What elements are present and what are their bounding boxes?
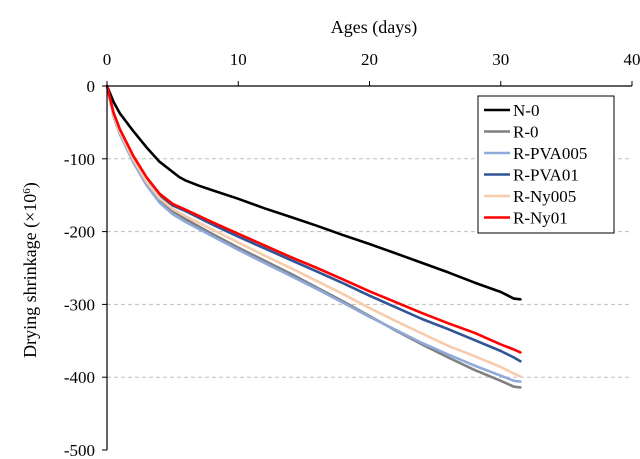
y-axis-title-close: ) xyxy=(20,182,41,188)
legend-box xyxy=(477,95,615,234)
y-axis-title-main: Drying shrinkage (×10 xyxy=(20,194,41,358)
y-tick-label: -200 xyxy=(64,223,95,242)
legend: N-0 R-0 R-PVA005 R-PVA01 R-Ny005 R-Ny01 xyxy=(477,95,615,234)
series-line-4 xyxy=(105,84,522,378)
y-tick-label: -500 xyxy=(64,441,95,459)
series-line-5 xyxy=(105,84,522,354)
tick-labels: 0 10 20 30 40 0 -100 -200 -300 -400 -500 xyxy=(64,50,640,459)
y-axis-title: Drying shrinkage (×106) xyxy=(20,182,41,358)
x-tick-label: 20 xyxy=(361,50,378,69)
series-line-1 xyxy=(105,84,522,389)
y-tick-label: -400 xyxy=(64,368,95,387)
legend-label-2: R-PVA005 xyxy=(513,144,587,163)
legend-label-4: R-Ny005 xyxy=(513,187,576,206)
y-axis-title-superscript: 6 xyxy=(21,188,33,194)
y-tick-label: -300 xyxy=(64,295,95,314)
x-axis-title: Ages (days) xyxy=(331,17,417,38)
y-tick-label: -100 xyxy=(64,150,95,169)
axes xyxy=(102,81,633,451)
series-line-2 xyxy=(105,84,522,383)
x-tick-label: 40 xyxy=(624,50,640,69)
x-tick-label: 0 xyxy=(103,50,112,69)
legend-label-0: N-0 xyxy=(513,101,539,120)
legend-label-3: R-PVA01 xyxy=(513,166,579,185)
legend-label-1: R-0 xyxy=(513,123,539,142)
legend-label-5: R-Ny01 xyxy=(513,209,568,228)
y-tick-label: 0 xyxy=(87,77,96,96)
x-tick-label: 30 xyxy=(492,50,509,69)
series-line-0 xyxy=(105,84,522,301)
x-tick-label: 10 xyxy=(230,50,247,69)
series-lines xyxy=(105,84,522,389)
